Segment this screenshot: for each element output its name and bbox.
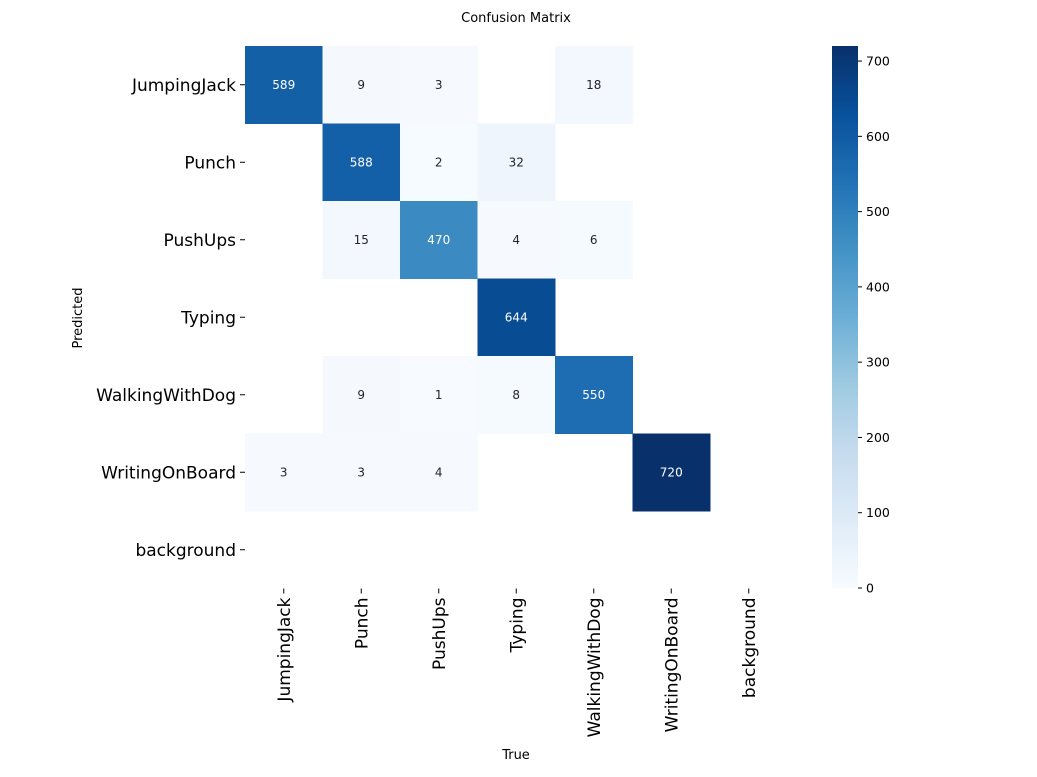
- cell-value-label: 1: [435, 388, 443, 402]
- y-tick-label: WalkingWithDog: [96, 386, 236, 406]
- cell-value-label: 18: [586, 78, 601, 92]
- x-axis-ticks: JumpingJack Punch PushUps Typing WalkingWith…: [275, 588, 760, 738]
- chart-title: Confusion Matrix: [461, 11, 571, 26]
- cell-value-label: 6: [590, 233, 598, 247]
- heatmap-cell: [322, 356, 401, 434]
- cell-value-label: 9: [357, 388, 365, 402]
- y-tick-label: Punch: [184, 153, 236, 173]
- x-tick-label: Punch: [352, 598, 372, 650]
- x-tick-label: Typing: [507, 598, 527, 654]
- heatmap-cell: [322, 46, 401, 124]
- colorbar-ticks: 0 100 200 300 400 500 600 700: [858, 54, 890, 596]
- colorbar-tick-label: 0: [866, 581, 874, 596]
- colorbar-tick-label: 400: [866, 279, 890, 294]
- y-axis-label: Predicted: [71, 287, 86, 348]
- x-tick-label: background: [740, 598, 760, 699]
- x-tick-label: WritingOnBoard: [662, 598, 682, 733]
- cell-value-label: 644: [505, 310, 528, 324]
- x-tick-label: PushUps: [430, 597, 450, 670]
- heatmap-cell: [322, 201, 401, 279]
- heatmap-cells: [245, 46, 711, 512]
- heatmap-cell: [400, 433, 478, 512]
- cell-value-label: 32: [509, 155, 524, 169]
- colorbar-tick-label: 700: [866, 54, 890, 69]
- x-tick-label: WalkingWithDog: [585, 598, 605, 738]
- cell-value-label: 550: [582, 388, 605, 402]
- cell-value-label: 8: [512, 388, 520, 402]
- heatmap-cell: [322, 123, 401, 202]
- colorbar: [832, 46, 858, 588]
- colorbar-tick-label: 500: [866, 204, 890, 219]
- y-tick-label: PushUps: [164, 231, 237, 251]
- heatmap-cell: [245, 433, 323, 512]
- heatmap-cell: [400, 123, 478, 202]
- heatmap-cell: [477, 278, 556, 357]
- heatmap-cell: [477, 356, 556, 434]
- cell-value-label: 3: [357, 465, 365, 479]
- colorbar-tick-label: 600: [866, 129, 890, 144]
- cell-value-label: 3: [435, 78, 443, 92]
- cell-value-label: 2: [435, 155, 443, 169]
- heatmap-cell: [632, 433, 711, 512]
- heatmap-cell: [477, 201, 556, 279]
- heatmap-cell: [322, 433, 401, 512]
- colorbar-tick-label: 100: [866, 505, 890, 520]
- cell-value-label: 589: [272, 78, 295, 92]
- cell-value-label: 470: [427, 233, 450, 247]
- y-tick-label: WritingOnBoard: [101, 463, 236, 483]
- y-tick-label: Typing: [180, 308, 236, 328]
- heatmap-cell: [245, 46, 323, 124]
- x-tick-label: JumpingJack: [275, 597, 295, 702]
- heatmap-cell: [400, 356, 478, 434]
- heatmap-cell: [400, 201, 478, 279]
- heatmap-cell: [400, 46, 478, 124]
- y-axis-ticks: JumpingJack Punch PushUps Typing WalkingWith…: [96, 76, 245, 561]
- cell-value-label: 3: [280, 465, 288, 479]
- heatmap-cell: [555, 46, 633, 124]
- cell-value-label: 15: [354, 233, 369, 247]
- x-axis-label: True: [501, 748, 530, 763]
- heatmap-cell: [555, 356, 633, 434]
- cell-value-label: 720: [660, 465, 683, 479]
- cell-value-label: 9: [357, 78, 365, 92]
- y-tick-label: background: [135, 541, 236, 561]
- cell-value-label: 4: [512, 233, 520, 247]
- y-tick-label: JumpingJack: [131, 76, 236, 96]
- heatmap-cell: [555, 201, 633, 279]
- cell-value-label: 4: [435, 465, 443, 479]
- colorbar-tick-label: 200: [866, 430, 890, 445]
- colorbar-tick-label: 300: [866, 355, 890, 370]
- cell-value-label: 588: [350, 155, 373, 169]
- heatmap-cell: [477, 123, 556, 202]
